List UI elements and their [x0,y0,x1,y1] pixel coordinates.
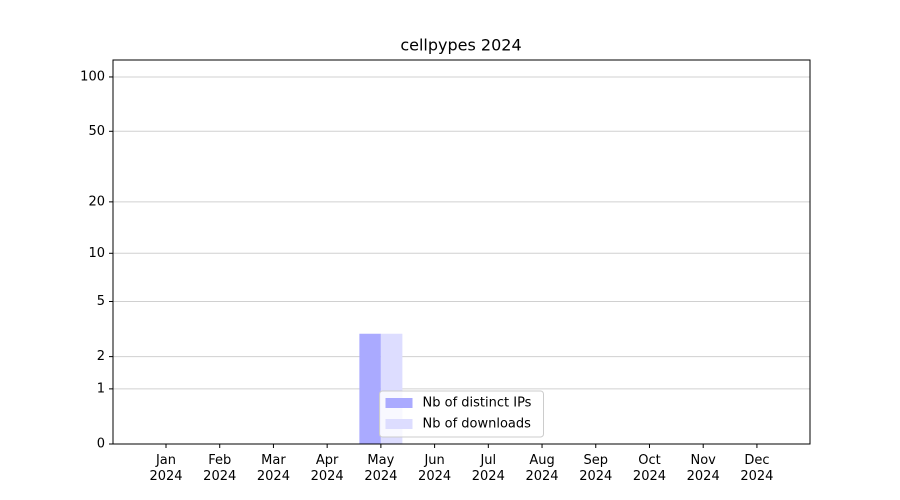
y-tick-label: 20 [88,194,105,209]
x-tick-label: May 2024 [364,453,398,484]
legend-swatch [385,398,413,408]
legend-label: Nb of distinct IPs [423,396,532,411]
legend-label: Nb of downloads [423,417,532,432]
x-tick-label: Mar 2024 [256,453,290,484]
plot-frame [112,59,811,445]
x-tick-label: Apr 2024 [310,453,344,484]
y-tick-label: 100 [80,69,105,84]
x-tick-label: Jul 2024 [471,453,505,484]
legend-swatch [385,419,413,429]
x-tick-label: Nov 2024 [686,453,720,484]
x-tick-label: Sep 2024 [579,453,613,484]
y-tick-label: 10 [88,246,105,261]
x-tick-label: Aug 2024 [525,453,559,484]
chart-title: cellpypes 2024 [400,36,521,55]
x-tick-label: Jun 2024 [418,453,452,484]
y-tick-label: 1 [97,381,105,396]
y-tick-label: 0 [97,437,105,452]
bar [359,333,381,444]
y-tick-label: 2 [97,349,105,364]
legend-box [379,390,544,438]
x-tick-label: Feb 2024 [203,453,237,484]
x-tick-label: Jan 2024 [149,453,183,484]
y-tick-label: 5 [97,294,105,309]
x-tick-label: Dec 2024 [740,453,774,484]
x-tick-label: Oct 2024 [632,453,667,484]
y-tick-label: 50 [88,124,105,139]
